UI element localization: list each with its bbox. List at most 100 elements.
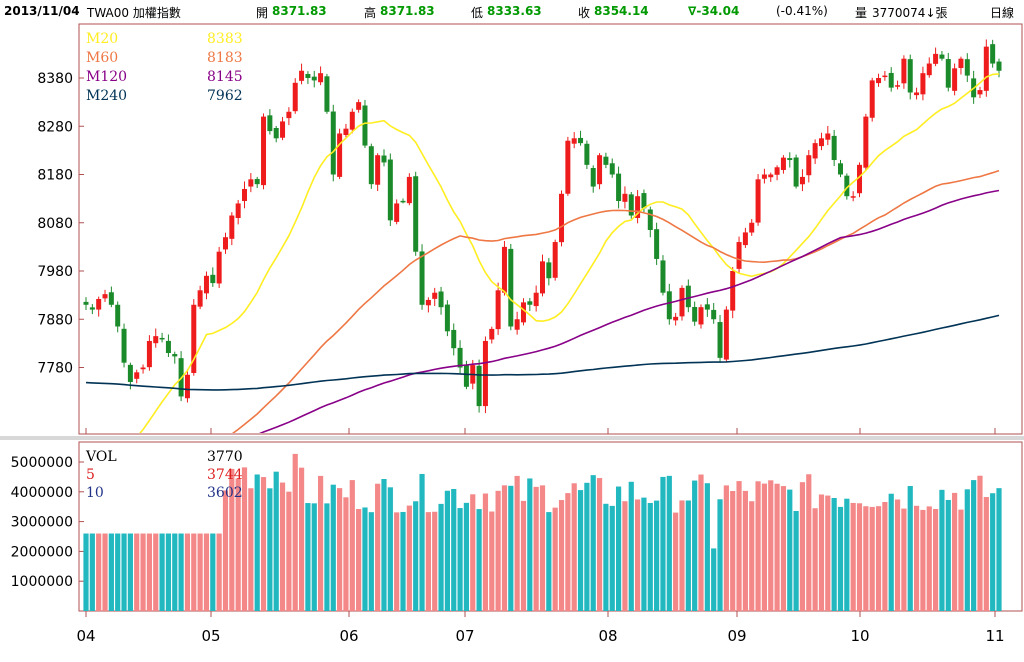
volume-bar	[888, 493, 894, 611]
volume-bar	[742, 490, 748, 611]
volume-bar	[945, 499, 951, 611]
high-value: 8371.83	[380, 4, 435, 18]
volume-bar	[584, 482, 590, 611]
volume-bar	[628, 481, 634, 611]
candle	[698, 307, 704, 325]
open-label: 開	[256, 6, 269, 20]
volume-legend-value: 3602	[207, 485, 243, 501]
volume-bar	[869, 506, 875, 611]
candle	[692, 307, 698, 322]
volume-bar	[419, 473, 425, 611]
low-label: 低	[471, 6, 484, 20]
volume-bar	[641, 497, 647, 611]
period-label: 日線	[990, 6, 1015, 20]
month-tick-label: 10	[850, 627, 869, 645]
volume-bar	[527, 478, 533, 611]
volume-bar	[983, 497, 989, 611]
candle	[83, 301, 89, 305]
candle	[933, 53, 939, 64]
ma60-line	[231, 169, 1000, 433]
volume-bar	[704, 483, 710, 611]
volume-bar	[349, 480, 355, 611]
candle	[261, 116, 267, 186]
low-value: 8333.63	[487, 4, 542, 18]
candle	[774, 167, 780, 175]
candle	[837, 163, 843, 175]
volume-bar	[520, 500, 527, 611]
volume-bar	[324, 503, 330, 611]
candle	[140, 367, 146, 370]
candle	[983, 46, 989, 91]
volume-bar	[812, 508, 818, 611]
candle	[292, 82, 298, 112]
candle	[540, 261, 545, 294]
price-tick-label: 8180	[37, 168, 73, 184]
candle	[457, 347, 463, 368]
volume-bar	[482, 493, 489, 611]
candle	[248, 179, 254, 187]
month-tick-label: 09	[727, 627, 746, 645]
volume-bar	[774, 483, 780, 611]
volume-bars	[83, 453, 1002, 611]
volume-bar	[298, 467, 305, 611]
volume-bar	[172, 533, 178, 611]
volume-bar	[241, 467, 248, 611]
volume-bar	[558, 500, 565, 611]
candle	[812, 143, 818, 159]
candle	[254, 178, 260, 185]
change-value: ∇-34.04	[688, 4, 740, 18]
candle	[337, 133, 343, 177]
volume-bar	[394, 512, 400, 611]
candle	[527, 301, 533, 305]
candle	[495, 290, 501, 330]
volume-bar	[780, 486, 787, 611]
candle	[172, 354, 178, 357]
volume-bar	[165, 533, 172, 611]
volume-bar	[679, 500, 685, 611]
price-tick-label: 8080	[37, 216, 73, 232]
candle	[679, 287, 685, 317]
candle	[723, 309, 729, 360]
candle	[153, 336, 159, 344]
candle	[432, 292, 438, 299]
candle	[806, 155, 812, 176]
candle	[324, 76, 330, 112]
candle	[761, 174, 767, 179]
candle	[489, 328, 495, 340]
candle	[704, 304, 710, 310]
price-tick-label: 7780	[37, 361, 73, 377]
volume-bar	[749, 501, 755, 611]
volume-bar	[685, 500, 691, 611]
ma120-line	[258, 189, 1000, 433]
candle	[749, 222, 755, 233]
volume-bar	[248, 488, 254, 611]
ma240-line	[85, 314, 1000, 391]
symbol-label: TWA00 加權指數	[87, 6, 181, 20]
volume-bar	[178, 533, 184, 611]
volume-bar	[260, 477, 267, 611]
volume-bar	[501, 485, 508, 611]
volume-bar	[108, 533, 114, 611]
month-tick-label: 05	[201, 627, 220, 645]
volume-bar	[273, 471, 279, 611]
candle	[482, 340, 488, 407]
volume-tick-label: 5000000	[11, 455, 73, 471]
volume-bar	[495, 490, 501, 611]
volume-legend-value: 3770	[207, 449, 243, 465]
date-label: 2013/11/04	[4, 4, 80, 18]
candle	[559, 193, 565, 243]
volume-legend-value: 3744	[207, 467, 243, 483]
volume-bar	[432, 511, 438, 611]
candle	[641, 193, 647, 209]
candle	[533, 292, 539, 307]
candle	[977, 90, 983, 95]
volume-bar	[825, 495, 831, 611]
volume-bar	[673, 512, 679, 611]
candle	[876, 78, 882, 84]
volume-bar	[254, 474, 260, 611]
candle	[235, 203, 241, 218]
volume-bar	[210, 533, 216, 611]
candle	[793, 157, 799, 187]
candle	[863, 116, 869, 168]
candle	[127, 364, 133, 382]
